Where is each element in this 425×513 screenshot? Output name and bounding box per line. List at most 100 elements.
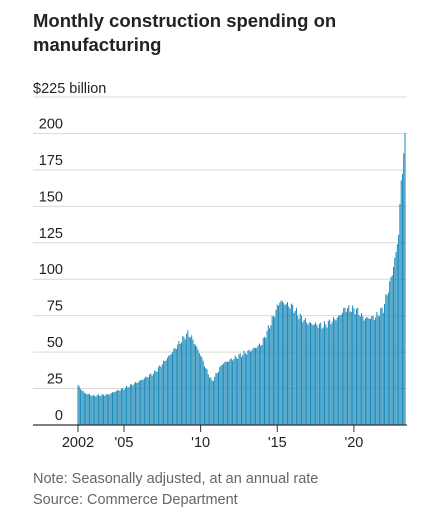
bar bbox=[344, 307, 346, 425]
bar bbox=[286, 302, 288, 425]
chart-title: Monthly construction spending on manufac… bbox=[33, 10, 337, 55]
bar bbox=[105, 394, 107, 425]
bar bbox=[215, 372, 217, 425]
bar bbox=[294, 310, 296, 425]
bar bbox=[174, 348, 176, 425]
bar bbox=[159, 365, 161, 425]
bar bbox=[312, 325, 314, 425]
bar bbox=[348, 305, 350, 425]
bar bbox=[384, 304, 386, 425]
bar bbox=[192, 339, 194, 425]
bar-series bbox=[77, 133, 406, 425]
bar bbox=[146, 377, 148, 425]
bar bbox=[94, 395, 96, 425]
bar bbox=[168, 355, 170, 425]
bar bbox=[127, 387, 129, 425]
bar bbox=[293, 312, 295, 425]
bar bbox=[172, 352, 174, 425]
bar bbox=[243, 350, 245, 425]
x-axis-ticks: 2002 '05 '10 '15 '20 bbox=[62, 425, 363, 451]
bar bbox=[352, 305, 354, 425]
bar bbox=[103, 394, 105, 425]
bar bbox=[281, 301, 283, 425]
bar bbox=[331, 321, 333, 425]
y-axis-unit-label: $225 billion bbox=[33, 81, 106, 97]
y-tick-label: 25 bbox=[47, 372, 63, 388]
chart-note: Note: Seasonally adjusted, at an annual … bbox=[33, 471, 319, 487]
bar bbox=[390, 277, 392, 425]
bar bbox=[391, 275, 393, 425]
bar bbox=[275, 309, 277, 425]
x-tick-label: 2002 bbox=[62, 435, 94, 451]
bar bbox=[251, 350, 253, 425]
bar bbox=[145, 376, 147, 425]
bar bbox=[396, 244, 398, 425]
bar bbox=[163, 360, 165, 425]
bar bbox=[316, 324, 318, 425]
bar bbox=[203, 366, 205, 425]
bar bbox=[201, 357, 203, 425]
bar bbox=[77, 384, 79, 425]
bar bbox=[318, 323, 320, 425]
bar bbox=[198, 353, 200, 425]
bar bbox=[140, 380, 142, 425]
bar bbox=[347, 308, 349, 425]
bar bbox=[283, 303, 285, 425]
bar bbox=[211, 380, 213, 425]
bar bbox=[329, 319, 331, 425]
bar bbox=[289, 308, 291, 425]
bar bbox=[108, 394, 110, 425]
bar bbox=[285, 303, 287, 425]
bar bbox=[263, 336, 265, 425]
bar bbox=[357, 307, 359, 425]
bar bbox=[349, 311, 351, 425]
bar bbox=[242, 354, 244, 425]
bar bbox=[134, 382, 136, 425]
bar bbox=[170, 354, 172, 425]
bar bbox=[248, 349, 250, 425]
bar bbox=[206, 369, 208, 425]
bar bbox=[246, 354, 248, 425]
bar bbox=[332, 317, 334, 425]
bar bbox=[86, 394, 88, 425]
bar bbox=[271, 316, 273, 425]
bar bbox=[82, 391, 84, 425]
bar bbox=[99, 396, 101, 425]
bar bbox=[340, 314, 342, 425]
bar bbox=[270, 325, 272, 425]
bar bbox=[89, 394, 90, 425]
bar bbox=[272, 316, 274, 425]
bar bbox=[315, 322, 317, 425]
bar bbox=[228, 361, 230, 425]
bar bbox=[186, 333, 188, 425]
bar bbox=[244, 353, 246, 425]
bar bbox=[83, 392, 85, 425]
y-axis-tick-labels: 200 175 150 125 100 75 50 25 0 bbox=[39, 116, 63, 424]
bar bbox=[147, 377, 149, 425]
bar bbox=[269, 328, 271, 425]
bar bbox=[276, 304, 278, 425]
bar bbox=[399, 204, 401, 425]
bar bbox=[368, 318, 370, 425]
bar bbox=[317, 327, 319, 425]
bar bbox=[274, 317, 276, 425]
bar bbox=[117, 389, 119, 425]
bar bbox=[267, 325, 269, 425]
bar bbox=[232, 360, 234, 425]
bar bbox=[306, 322, 308, 425]
bar bbox=[297, 315, 299, 425]
bar bbox=[143, 378, 145, 425]
bar bbox=[299, 313, 301, 425]
bar bbox=[95, 396, 97, 425]
bar bbox=[205, 367, 207, 425]
bar bbox=[403, 153, 405, 425]
bar bbox=[101, 393, 103, 425]
y-tick-label: 0 bbox=[55, 408, 63, 424]
bar bbox=[353, 308, 355, 425]
bar bbox=[104, 395, 106, 425]
bar bbox=[165, 360, 167, 425]
bar bbox=[120, 388, 122, 425]
bar bbox=[241, 357, 242, 425]
bar bbox=[191, 335, 193, 425]
bar bbox=[382, 312, 384, 425]
